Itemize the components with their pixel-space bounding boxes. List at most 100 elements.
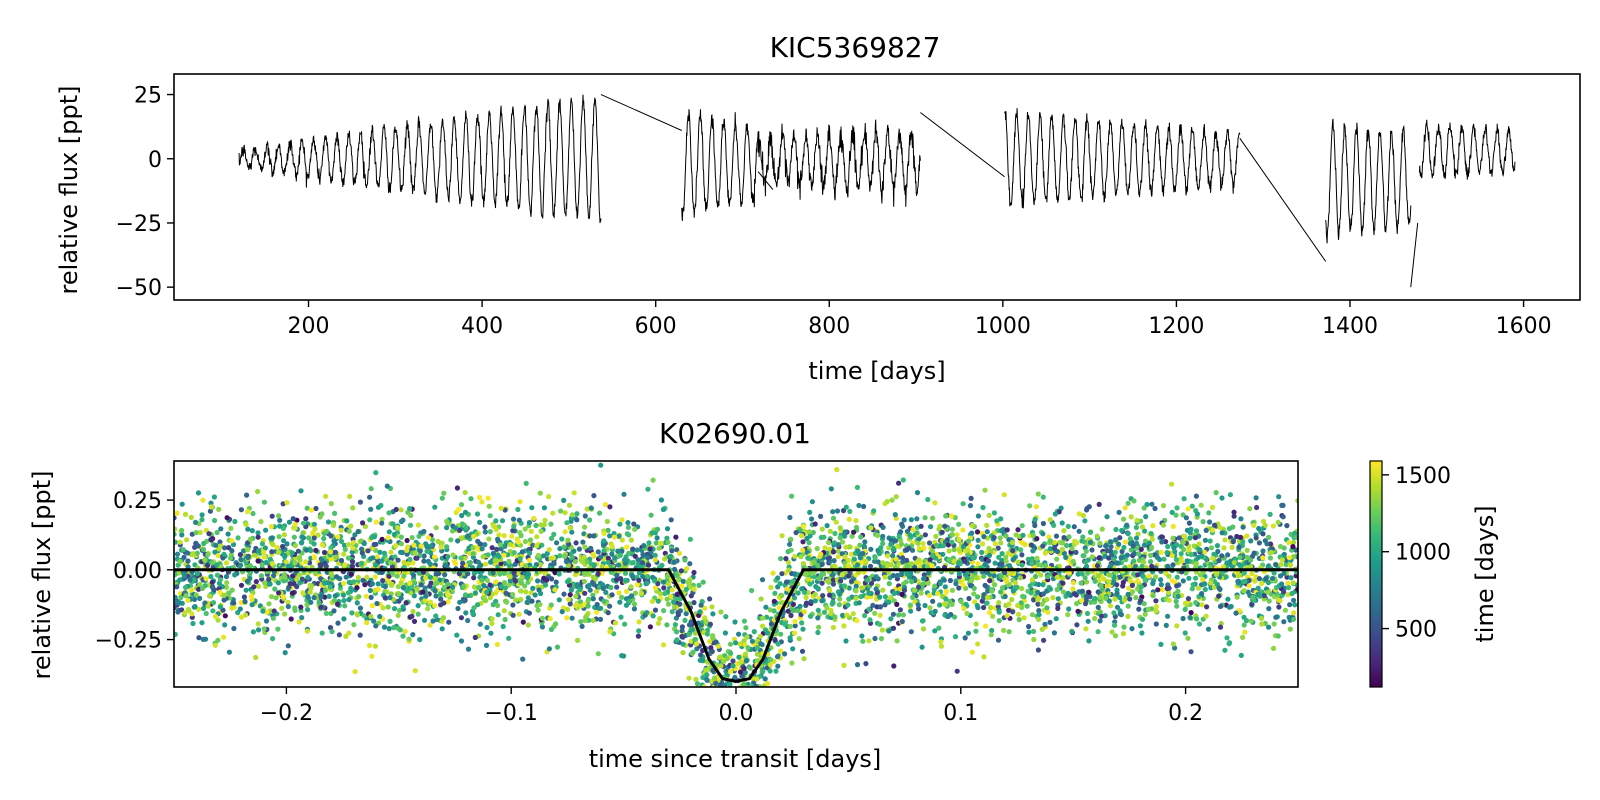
scatter-point bbox=[226, 590, 232, 596]
scatter-point bbox=[270, 542, 276, 548]
scatter-point bbox=[1155, 587, 1161, 593]
scatter-point bbox=[985, 588, 991, 594]
scatter-point bbox=[764, 680, 771, 687]
scatter-point bbox=[1114, 582, 1120, 588]
scatter-point bbox=[427, 622, 433, 628]
scatter-point bbox=[1121, 624, 1127, 630]
scatter-point bbox=[754, 658, 761, 664]
scatter-point bbox=[772, 590, 778, 596]
scatter-point bbox=[1160, 503, 1167, 509]
scatter-point bbox=[938, 639, 944, 645]
scatter-point bbox=[1190, 582, 1196, 588]
scatter-point bbox=[581, 578, 588, 585]
scatter-point bbox=[751, 629, 757, 635]
scatter-point bbox=[769, 693, 774, 698]
scatter-point bbox=[415, 611, 421, 617]
scatter-point bbox=[812, 591, 818, 598]
scatter-point bbox=[995, 545, 1001, 551]
scatter-point bbox=[401, 559, 407, 566]
scatter-point bbox=[1096, 501, 1102, 507]
scatter-point bbox=[631, 606, 638, 612]
scatter-point bbox=[484, 577, 490, 584]
scatter-point bbox=[801, 589, 808, 596]
scatter-point bbox=[591, 493, 597, 499]
scatter-point bbox=[1099, 613, 1105, 619]
scatter-point bbox=[378, 502, 384, 509]
scatter-point bbox=[238, 614, 245, 620]
scatter-point bbox=[212, 642, 218, 648]
scatter-point bbox=[798, 533, 805, 539]
scatter-point bbox=[235, 610, 241, 616]
scatter-point bbox=[185, 564, 191, 570]
scatter-point bbox=[830, 599, 836, 605]
scatter-point bbox=[710, 611, 716, 617]
scatter-point bbox=[1056, 509, 1062, 515]
scatter-point bbox=[325, 519, 332, 525]
scatter-point bbox=[182, 511, 189, 517]
scatter-point bbox=[969, 530, 975, 536]
scatter-point bbox=[327, 625, 334, 631]
scatter-point bbox=[707, 639, 713, 645]
scatter-point bbox=[872, 555, 878, 561]
scatter-point bbox=[229, 548, 235, 554]
scatter-point bbox=[1170, 562, 1176, 568]
scatter-point bbox=[1124, 552, 1130, 558]
scatter-point bbox=[350, 505, 356, 511]
scatter-point bbox=[445, 581, 451, 587]
scatter-point bbox=[1132, 551, 1138, 557]
scatter-point bbox=[547, 616, 553, 622]
scatter-point bbox=[208, 537, 214, 543]
scatter-point bbox=[249, 602, 255, 608]
scatter-point bbox=[537, 562, 544, 568]
scatter-point bbox=[1268, 549, 1275, 555]
scatter-point bbox=[936, 625, 942, 631]
scatter-point bbox=[1260, 555, 1266, 561]
scatter-point bbox=[758, 641, 764, 647]
scatter-point bbox=[197, 595, 203, 602]
scatter-point bbox=[348, 571, 354, 577]
scatter-point bbox=[767, 607, 773, 613]
scatter-point bbox=[1031, 628, 1037, 635]
scatter-point bbox=[561, 544, 567, 550]
scatter-point bbox=[352, 669, 358, 675]
scatter-point bbox=[863, 558, 869, 564]
scatter-point bbox=[864, 594, 870, 600]
scatter-point bbox=[542, 517, 548, 524]
scatter-point bbox=[311, 521, 317, 528]
scatter-point bbox=[1219, 495, 1225, 501]
scatter-point bbox=[410, 608, 416, 615]
scatter-point bbox=[262, 554, 268, 560]
scatter-point bbox=[1248, 563, 1254, 570]
scatter-point bbox=[393, 543, 399, 549]
scatter-point bbox=[672, 566, 678, 573]
scatter-point bbox=[471, 605, 477, 611]
scatter-point bbox=[174, 594, 178, 600]
scatter-point bbox=[949, 601, 955, 608]
scatter-point bbox=[922, 532, 929, 538]
scatter-point bbox=[349, 564, 355, 570]
scatter-point bbox=[199, 512, 205, 518]
scatter-point bbox=[1270, 575, 1276, 582]
scatter-point bbox=[716, 654, 723, 661]
scatter-point bbox=[652, 552, 658, 558]
scatter-point bbox=[705, 711, 710, 716]
scatter-point bbox=[259, 562, 265, 568]
scatter-point bbox=[380, 578, 386, 584]
scatter-point bbox=[998, 516, 1004, 522]
scatter-point bbox=[892, 538, 899, 544]
scatter-point bbox=[1174, 583, 1180, 589]
scatter-point bbox=[1160, 522, 1167, 528]
scatter-point bbox=[1166, 597, 1172, 603]
scatter-point bbox=[747, 695, 752, 700]
scatter-point bbox=[975, 561, 981, 567]
scatter-point bbox=[1074, 622, 1080, 628]
scatter-point bbox=[1193, 575, 1199, 581]
scatter-point bbox=[1111, 610, 1117, 616]
scatter-point bbox=[297, 580, 303, 586]
scatter-point bbox=[1122, 505, 1128, 511]
scatter-point bbox=[197, 529, 203, 536]
scatter-point bbox=[1010, 588, 1016, 594]
scatter-point bbox=[244, 492, 250, 498]
scatter-point bbox=[1248, 538, 1254, 544]
scatter-point bbox=[812, 598, 819, 604]
